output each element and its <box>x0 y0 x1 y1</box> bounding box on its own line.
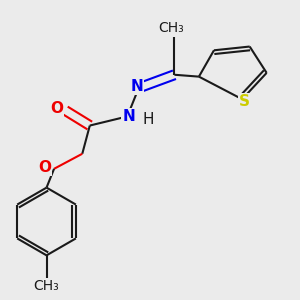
Text: N: N <box>130 79 143 94</box>
Text: O: O <box>51 101 64 116</box>
Text: CH₃: CH₃ <box>34 279 59 293</box>
Text: S: S <box>238 94 250 109</box>
Text: CH₃: CH₃ <box>158 21 184 35</box>
Text: H: H <box>142 112 154 127</box>
Text: N: N <box>122 109 135 124</box>
Text: O: O <box>38 160 51 175</box>
